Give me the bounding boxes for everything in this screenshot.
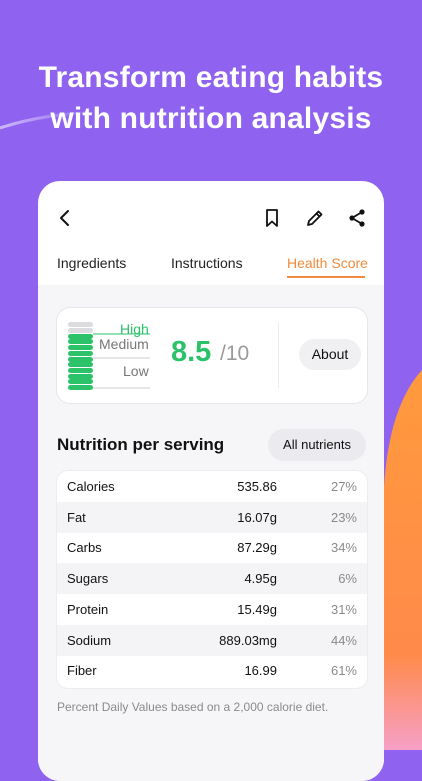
bookmark-icon[interactable]	[258, 204, 286, 232]
headline-line-2: with nutrition analysis	[50, 102, 372, 135]
gauge-bar	[68, 356, 93, 362]
gauge-bar	[68, 379, 93, 385]
nutrient-amount: 15.49g	[237, 601, 277, 617]
gauge-bar	[68, 322, 93, 328]
headline: Transform eating habits with nutrition a…	[0, 57, 422, 139]
nutrition-row: Sodium 889.03mg 44%	[57, 624, 367, 656]
health-score-card: High Medium Low 8.5 /10 About	[56, 307, 368, 404]
nutrient-daily-percent: 61%	[330, 663, 357, 679]
level-medium-label: Medium	[99, 336, 149, 352]
tab-bar: Ingredients Instructions Health Score	[38, 251, 384, 287]
daily-values-footnote: Percent Daily Values based on a 2,000 ca…	[57, 700, 329, 714]
gauge-bar	[68, 367, 93, 373]
background-decoration	[0, 111, 422, 750]
nutrient-daily-percent: 6%	[338, 571, 357, 587]
edit-icon[interactable]	[301, 204, 329, 232]
nutrient-amount: 4.95g	[244, 571, 277, 587]
nutrient-amount: 889.03mg	[219, 632, 277, 648]
tab-health-score[interactable]: Health Score	[287, 255, 368, 271]
gauge-bar	[68, 328, 93, 333]
nutrient-daily-percent: 27%	[330, 479, 357, 494]
gauge-bar	[68, 362, 93, 368]
tab-instructions[interactable]: Instructions	[171, 255, 243, 271]
nutrient-amount: 16.07g	[237, 509, 277, 525]
nutrition-row: Fiber 16.99 61%	[57, 655, 367, 686]
about-button[interactable]: About	[299, 339, 361, 370]
nutrition-row: Sugars 4.95g 6%	[57, 563, 367, 595]
all-nutrients-button[interactable]: All nutrients	[268, 429, 366, 461]
nutrition-row: Calories 535.86 27%	[57, 471, 367, 502]
divider	[278, 322, 279, 388]
top-bar	[38, 181, 384, 251]
recipe-card: Ingredients Instructions Health Score Hi…	[38, 181, 384, 781]
health-score-max: /10	[220, 342, 250, 365]
health-score-value: 8.5	[171, 336, 212, 368]
gauge-bar	[68, 339, 93, 345]
headline-line-1: Transform eating habits	[38, 61, 384, 94]
health-score-content: High Medium Low 8.5 /10 About Nutrition …	[38, 285, 384, 781]
back-icon[interactable]	[51, 204, 79, 232]
nutrition-row: Fat 16.07g 23%	[57, 501, 367, 533]
score-gauge	[68, 322, 98, 390]
gauge-bar	[68, 350, 93, 356]
gauge-bar	[68, 385, 93, 390]
nutrient-amount: 535.86	[237, 479, 277, 494]
nutrient-name: Fat	[67, 509, 86, 525]
share-icon[interactable]	[343, 204, 371, 232]
nutrient-daily-percent: 23%	[330, 509, 357, 525]
level-low-label: Low	[123, 363, 149, 379]
nutrient-name: Sugars	[67, 571, 109, 587]
gauge-level-lines	[93, 333, 150, 389]
nutrient-amount: 87.29g	[237, 540, 277, 556]
nutrient-name: Fiber	[67, 663, 97, 679]
nutrition-title: Nutrition per serving	[57, 435, 225, 454]
gauge-bar	[68, 333, 93, 339]
level-high-label: High	[120, 321, 149, 337]
nutrient-name: Protein	[67, 601, 109, 617]
nutrition-table: Calories 535.86 27% Fat 16.07g 23% Carbs 87.29g…	[56, 470, 368, 689]
nutrient-daily-percent: 31%	[330, 601, 357, 617]
nutrient-name: Carbs	[67, 540, 102, 556]
tab-ingredients[interactable]: Ingredients	[57, 255, 127, 271]
gauge-bar	[68, 373, 93, 379]
nutrition-row: Protein 15.49g 31%	[57, 594, 367, 625]
nutrition-row: Carbs 87.29g 34%	[57, 532, 367, 563]
nutrient-name: Calories	[67, 479, 115, 494]
active-tab-indicator	[287, 276, 365, 278]
nutrient-name: Sodium	[67, 632, 112, 648]
nutrient-daily-percent: 44%	[330, 632, 357, 648]
nutrient-daily-percent: 34%	[330, 540, 357, 556]
gauge-bar	[68, 345, 93, 351]
nutrient-amount: 16.99	[244, 663, 277, 679]
